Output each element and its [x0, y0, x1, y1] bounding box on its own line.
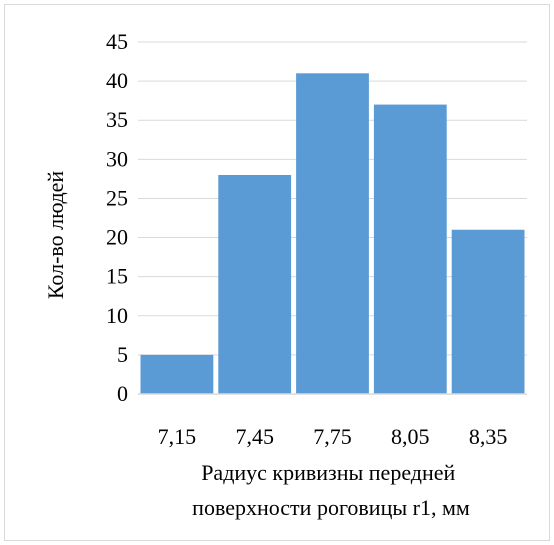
x-axis-title: Радиус кривизны передней поверхности рог…	[192, 460, 470, 520]
y-tick-label-15: 15	[106, 264, 128, 289]
x-tick-label-8-35: 8,35	[469, 424, 508, 449]
y-tick-label-25: 25	[106, 185, 128, 210]
y-tick-label-40: 40	[106, 68, 128, 93]
x-tick-label-7-75: 7,75	[313, 424, 352, 449]
chart-frame: 0 5 10 15 20 25 30 35 40 45 7,15 7,45 7,75 8,05 8,35 …	[4, 4, 550, 541]
x-tick-label-7-45: 7,45	[235, 424, 274, 449]
bar-8-05	[373, 104, 447, 395]
y-axis-title: Кол-во людей	[43, 171, 68, 300]
bar-7-15	[140, 354, 214, 394]
y-tick-label-30: 30	[106, 146, 128, 171]
x-tick-label-7-15: 7,15	[158, 424, 197, 449]
bar-7-45	[218, 174, 292, 394]
y-tick-label-45: 45	[106, 29, 128, 54]
x-axis-title-line-1: Радиус кривизны передней	[201, 460, 455, 485]
bar-8-35	[451, 229, 525, 394]
x-tick-labels: 7,15 7,45 7,75 8,05 8,35	[158, 424, 508, 449]
y-tick-label-5: 5	[117, 342, 128, 367]
y-tick-labels: 0 5 10 15 20 25 30 35 40 45	[106, 29, 128, 406]
bar-7-75	[296, 73, 369, 395]
x-axis-title-line-2: поверхности роговицы r1, мм	[192, 495, 470, 520]
x-tick-label-8-05: 8,05	[391, 424, 430, 449]
y-tick-label-10: 10	[106, 303, 128, 328]
bars	[140, 73, 525, 395]
y-tick-label-0: 0	[117, 381, 128, 406]
y-tick-label-35: 35	[106, 107, 128, 132]
y-tick-label-20: 20	[106, 225, 128, 250]
